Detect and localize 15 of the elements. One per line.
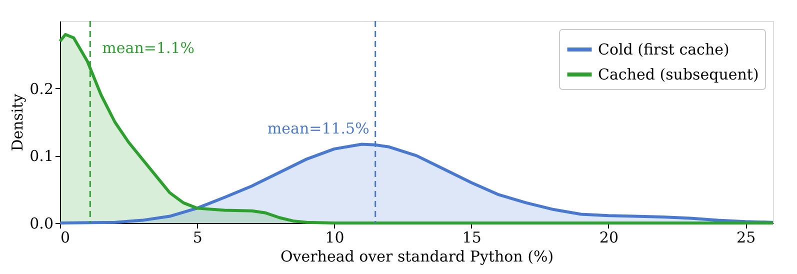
x-axis-title: Overhead over standard Python (%) bbox=[280, 248, 554, 266]
legend-label: Cached (subsequent) bbox=[598, 66, 759, 84]
x-tick-label: 25 bbox=[736, 228, 756, 246]
x-tick-label: 20 bbox=[599, 228, 619, 246]
y-axis-title: Density bbox=[8, 93, 27, 152]
x-tick-label: 0 bbox=[60, 228, 70, 246]
annotation: mean=1.1% bbox=[102, 38, 195, 57]
x-tick-label: 5 bbox=[192, 228, 202, 246]
legend-label: Cold (first cache) bbox=[598, 40, 730, 58]
x-tick-label: 10 bbox=[325, 228, 344, 246]
y-tick-label: 0.0 bbox=[30, 214, 54, 232]
x-tick-label: 15 bbox=[462, 228, 482, 246]
y-tick-label: 0.2 bbox=[30, 80, 54, 98]
y-tick-label: 0.1 bbox=[30, 147, 54, 166]
annotation: mean=11.5% bbox=[267, 120, 370, 138]
